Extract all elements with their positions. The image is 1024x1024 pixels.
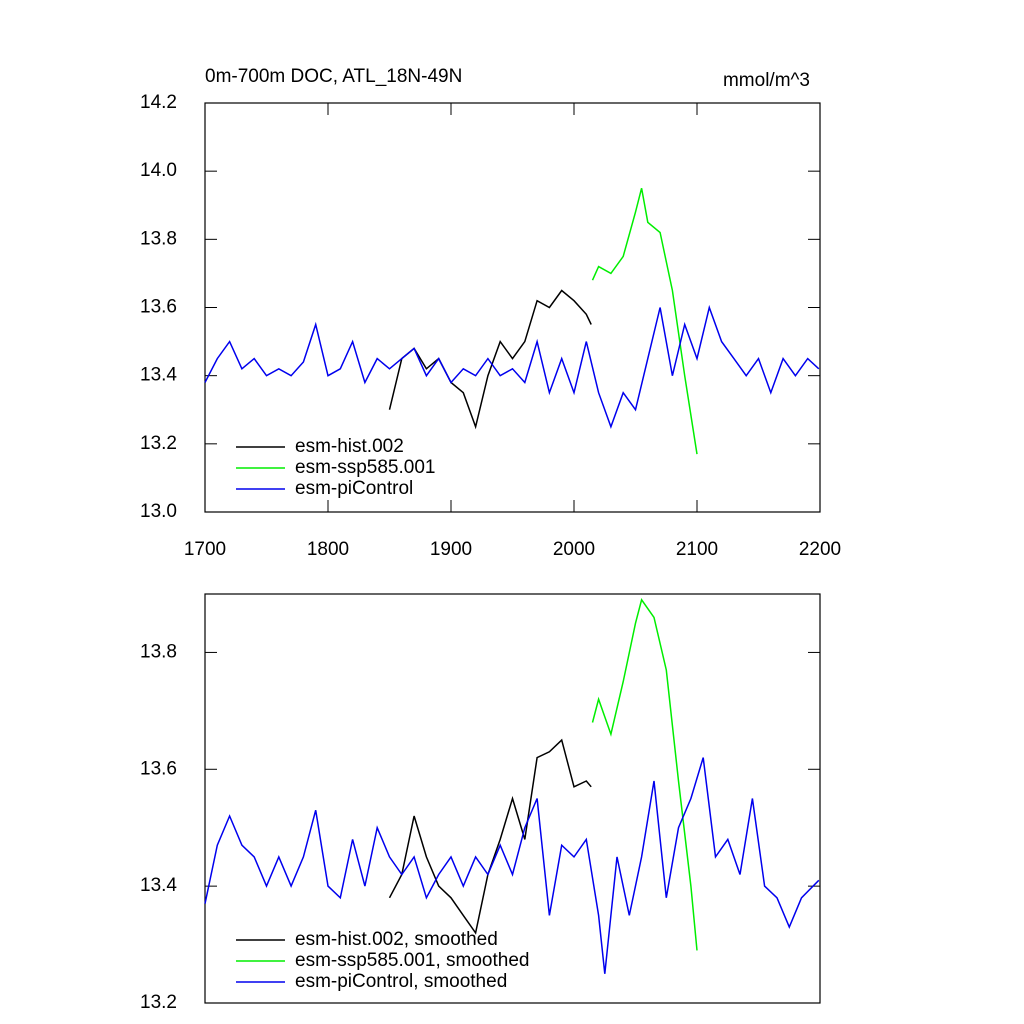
- y-tick-label: 13.0: [140, 501, 177, 522]
- x-tick-label: 1900: [430, 539, 472, 560]
- series-line: [388, 289, 592, 430]
- x-tick-label: 2200: [799, 539, 841, 560]
- legend-label: esm-piControl: [295, 478, 413, 499]
- chart-title: 0m-700m DOC, ATL_18N-49N: [205, 66, 462, 87]
- series-line: [591, 598, 698, 951]
- units-label: mmol/m^3: [723, 70, 810, 91]
- series-line: [204, 304, 820, 430]
- legend-label: esm-hist.002, smoothed: [295, 929, 498, 950]
- legend-label: esm-piControl, smoothed: [295, 971, 507, 992]
- legend-label: esm-ssp585.001, smoothed: [295, 950, 529, 971]
- y-tick-label: 13.2: [140, 433, 177, 454]
- y-tick-label: 13.2: [140, 992, 177, 1013]
- series-line: [388, 738, 592, 935]
- y-tick-label: 13.4: [140, 365, 177, 386]
- y-tick-label: 14.0: [140, 160, 177, 181]
- x-tick-label: 2100: [676, 539, 718, 560]
- series-line: [591, 188, 698, 455]
- x-tick-label: 1800: [307, 539, 349, 560]
- plot-frame: [204, 593, 821, 1004]
- x-tick-label: 1700: [184, 539, 226, 560]
- y-tick-label: 14.2: [140, 92, 177, 113]
- y-tick-label: 13.4: [140, 875, 177, 896]
- legend-label: esm-hist.002: [295, 436, 404, 457]
- y-tick-label: 13.6: [140, 297, 177, 318]
- y-tick-label: 13.8: [140, 641, 177, 662]
- legend-label: esm-ssp585.001: [295, 457, 435, 478]
- x-tick-label: 2000: [553, 539, 595, 560]
- series-line: [204, 757, 820, 974]
- y-tick-label: 13.6: [140, 758, 177, 779]
- y-tick-label: 13.8: [140, 228, 177, 249]
